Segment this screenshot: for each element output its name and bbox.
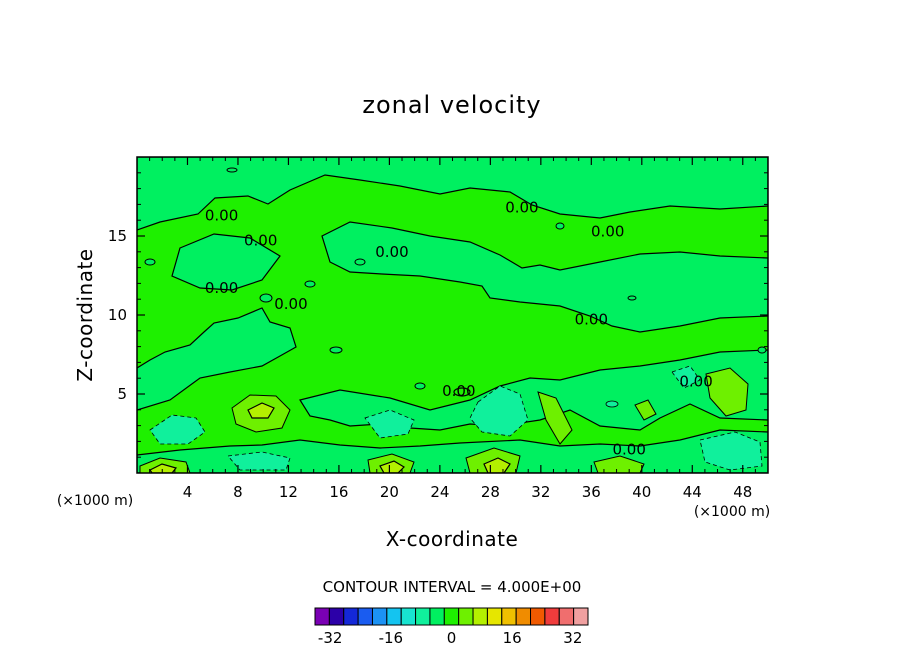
positive-band-8 bbox=[247, 402, 275, 419]
contour-label: 0.00 bbox=[575, 311, 608, 329]
contour-label: 0.00 bbox=[442, 382, 475, 400]
colorbar-tick-label: 0 bbox=[447, 629, 457, 647]
chart-title: zonal velocity bbox=[362, 91, 541, 119]
x-tick-label: 8 bbox=[233, 483, 243, 501]
contour-label: 0.00 bbox=[375, 243, 408, 261]
small-contour-loop bbox=[226, 167, 238, 173]
negative-band-8 bbox=[364, 409, 415, 439]
x-tick-label: 40 bbox=[632, 483, 651, 501]
colorbar-swatch bbox=[544, 607, 560, 626]
x-tick-label: 16 bbox=[329, 483, 348, 501]
colorbar-swatch bbox=[415, 607, 431, 626]
x-tick-label: 32 bbox=[531, 483, 550, 501]
contour-label: 0.00 bbox=[274, 295, 307, 313]
colorbar-swatch bbox=[343, 607, 359, 626]
colorbar-swatch bbox=[472, 607, 488, 626]
y-tick-label: 5 bbox=[117, 385, 127, 403]
positive-band-4 bbox=[705, 367, 749, 417]
small-contour-loop bbox=[304, 280, 316, 288]
negative-band-4 bbox=[137, 157, 768, 231]
x-axis-ticks: 4 8 12 16 20 24 28 32 36 40 44 48 bbox=[149, 157, 756, 501]
x-axis-unit-right: (×1000 m) bbox=[694, 504, 770, 520]
x-axis-label: X-coordinate bbox=[386, 527, 519, 551]
x-tick-label: 20 bbox=[380, 483, 399, 501]
colorbar-tick-label: 32 bbox=[563, 629, 582, 647]
x-tick-label: 12 bbox=[279, 483, 298, 501]
contour-label: 0.00 bbox=[679, 372, 712, 390]
contour-label: 0.00 bbox=[244, 232, 277, 250]
contour-labels: 0.00 0.00 0.00 0.00 0.00 0.00 0.00 0.00 0.00 0.00… bbox=[205, 199, 713, 459]
small-contour-loop bbox=[555, 222, 565, 230]
x-axis-unit-left: (×1000 m) bbox=[57, 493, 133, 509]
small-contour-loop bbox=[627, 295, 637, 301]
x-tick-label: 4 bbox=[183, 483, 193, 501]
colorbar-swatch bbox=[501, 607, 517, 626]
small-contour-loop bbox=[354, 258, 366, 266]
small-contour-loop bbox=[144, 258, 156, 266]
y-axis-label: Z-coordinate bbox=[73, 248, 97, 381]
plot-area bbox=[137, 157, 768, 473]
colorbar-tick-label: -32 bbox=[318, 629, 343, 647]
colorbar-swatch bbox=[328, 607, 345, 626]
colorbar-swatch bbox=[530, 607, 546, 626]
colorbar-swatch bbox=[386, 607, 402, 626]
colorbar-swatch bbox=[515, 607, 532, 626]
small-contour-loop bbox=[453, 387, 471, 397]
y-tick-label: 10 bbox=[108, 306, 127, 324]
colorbar-swatch bbox=[458, 607, 474, 626]
contour-label: 0.00 bbox=[591, 222, 624, 240]
small-contour-loop bbox=[605, 400, 619, 408]
colorbar-swatch bbox=[357, 607, 373, 626]
colorbar-swatch bbox=[486, 607, 503, 626]
colorbar-swatch bbox=[429, 607, 445, 626]
positive-band-4 bbox=[634, 399, 657, 421]
negative-band-4 bbox=[321, 221, 768, 333]
x-tick-label: 48 bbox=[733, 483, 752, 501]
contour-label: 0.00 bbox=[205, 206, 238, 224]
y-tick-label: 15 bbox=[108, 227, 127, 245]
contour-label: 0.00 bbox=[205, 279, 238, 297]
negative-band-8 bbox=[149, 414, 206, 445]
negative-band-4 bbox=[137, 307, 297, 473]
positive-band-4 bbox=[537, 391, 573, 445]
colorbar: -32 -16 0 16 32 bbox=[314, 607, 589, 647]
x-tick-label: 36 bbox=[582, 483, 601, 501]
small-contour-loop bbox=[329, 346, 343, 354]
colorbar-swatch bbox=[443, 607, 460, 626]
small-contour-loop bbox=[757, 346, 767, 354]
colorbar-swatch bbox=[558, 607, 575, 626]
colorbar-swatch bbox=[371, 607, 388, 626]
negative-band-8 bbox=[699, 431, 763, 471]
colorbar-swatch bbox=[400, 607, 417, 626]
contour-interval-note: CONTOUR INTERVAL = 4.000E+00 bbox=[323, 578, 582, 596]
y-axis-ticks: 5 10 15 bbox=[108, 172, 768, 458]
colorbar-swatch bbox=[573, 607, 589, 626]
positive-band-8 bbox=[379, 460, 405, 473]
colorbar-tick-label: 16 bbox=[503, 629, 522, 647]
small-contour-loop bbox=[414, 382, 426, 390]
x-tick-label: 24 bbox=[430, 483, 449, 501]
negative-band-4 bbox=[171, 233, 281, 291]
colorbar-swatch bbox=[314, 607, 330, 626]
negative-band-8 bbox=[227, 451, 291, 471]
x-tick-label: 44 bbox=[683, 483, 702, 501]
negative-band-8 bbox=[671, 365, 701, 389]
contour-label: 0.00 bbox=[612, 440, 645, 458]
colorbar-tick-label: -16 bbox=[379, 629, 404, 647]
contour-label: 0.00 bbox=[505, 199, 538, 217]
small-contour-loop bbox=[259, 293, 273, 303]
x-tick-label: 28 bbox=[481, 483, 500, 501]
negative-band-8 bbox=[469, 385, 529, 437]
